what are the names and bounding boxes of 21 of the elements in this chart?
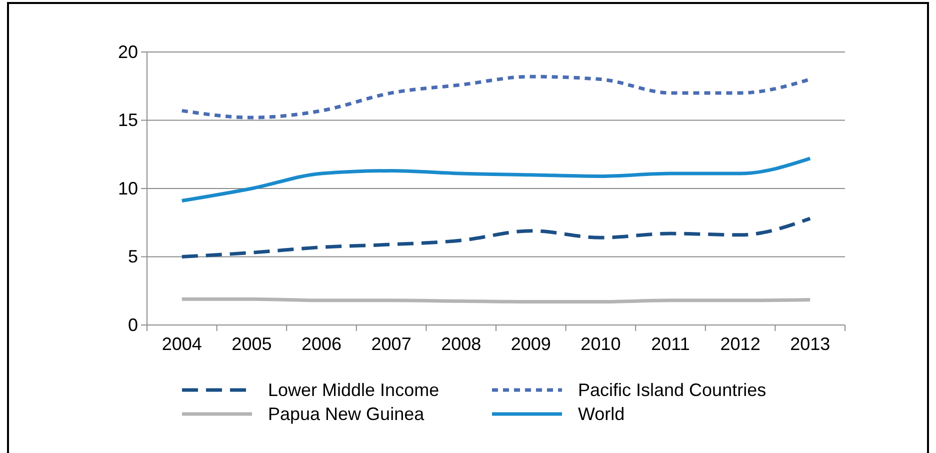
x-tick-label: 2008 (441, 334, 482, 354)
x-tick-label: 2006 (301, 334, 342, 354)
legend-label: World (578, 404, 625, 424)
x-tick-label: 2011 (651, 334, 690, 354)
line-series (180, 156, 812, 203)
x-tick-label: 2010 (580, 334, 621, 354)
y-tick-label: 20 (118, 42, 138, 62)
x-tick-label: 2004 (162, 334, 202, 354)
x-tick-label: 2007 (371, 334, 412, 354)
x-tick-label: 2009 (510, 334, 551, 354)
y-tick-label: 15 (118, 110, 138, 130)
x-tick-label: 2012 (720, 334, 760, 354)
x-tick-label: 2013 (790, 334, 830, 354)
legend-label: Papua New Guinea (268, 404, 426, 424)
y-tick-label: 5 (128, 246, 138, 267)
line-series (180, 216, 812, 258)
y-tick-label: 0 (128, 314, 138, 335)
legend-label: Lower Middle Income (268, 380, 440, 400)
y-tick-label: 10 (118, 178, 138, 198)
x-tick-label: 2005 (232, 334, 272, 354)
legend-label: Pacific Island Countries (578, 380, 766, 400)
